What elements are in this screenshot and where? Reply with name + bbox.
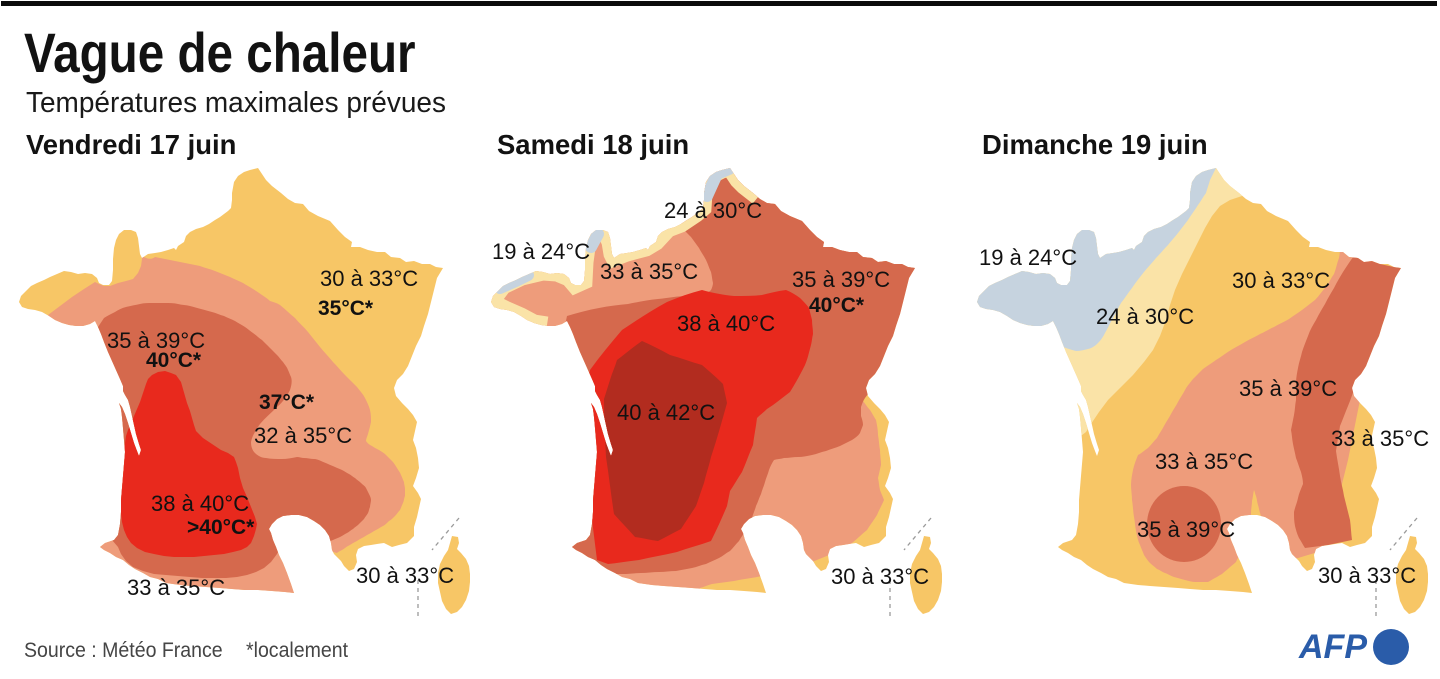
svg-text:35 à 39°C: 35 à 39°C <box>792 267 890 292</box>
svg-text:40°C*: 40°C* <box>809 294 865 317</box>
svg-text:40 à 42°C: 40 à 42°C <box>617 400 715 425</box>
svg-text:24 à 30°C: 24 à 30°C <box>664 198 762 223</box>
svg-text:35 à 39°C: 35 à 39°C <box>1137 517 1235 542</box>
svg-text:19 à 24°C: 19 à 24°C <box>979 245 1077 270</box>
svg-text:38 à 40°C: 38 à 40°C <box>151 491 249 516</box>
svg-text:35 à 39°C: 35 à 39°C <box>107 328 205 353</box>
svg-text:33 à 35°C: 33 à 35°C <box>1331 426 1429 451</box>
svg-text:38 à 40°C: 38 à 40°C <box>677 311 775 336</box>
svg-text:32 à 35°C: 32 à 35°C <box>254 423 352 448</box>
svg-text:33 à 35°C: 33 à 35°C <box>1155 449 1253 474</box>
svg-text:30 à 33°C: 30 à 33°C <box>831 564 929 589</box>
svg-text:30 à 33°C: 30 à 33°C <box>356 563 454 588</box>
svg-text:19 à 24°C: 19 à 24°C <box>492 239 590 264</box>
svg-text:33 à 35°C: 33 à 35°C <box>600 259 698 284</box>
svg-text:30 à 33°C: 30 à 33°C <box>1318 563 1416 588</box>
svg-text:37°C*: 37°C* <box>259 391 315 414</box>
svg-text:30 à 33°C: 30 à 33°C <box>320 266 418 291</box>
svg-text:33 à 35°C: 33 à 35°C <box>127 575 225 600</box>
svg-text:35°C*: 35°C* <box>318 297 374 320</box>
svg-text:35 à 39°C: 35 à 39°C <box>1239 376 1337 401</box>
svg-text:24 à 30°C: 24 à 30°C <box>1096 304 1194 329</box>
svg-text:40°C*: 40°C* <box>146 349 202 372</box>
svg-text:30 à 33°C: 30 à 33°C <box>1232 268 1330 293</box>
svg-text:>40°C*: >40°C* <box>187 516 255 539</box>
